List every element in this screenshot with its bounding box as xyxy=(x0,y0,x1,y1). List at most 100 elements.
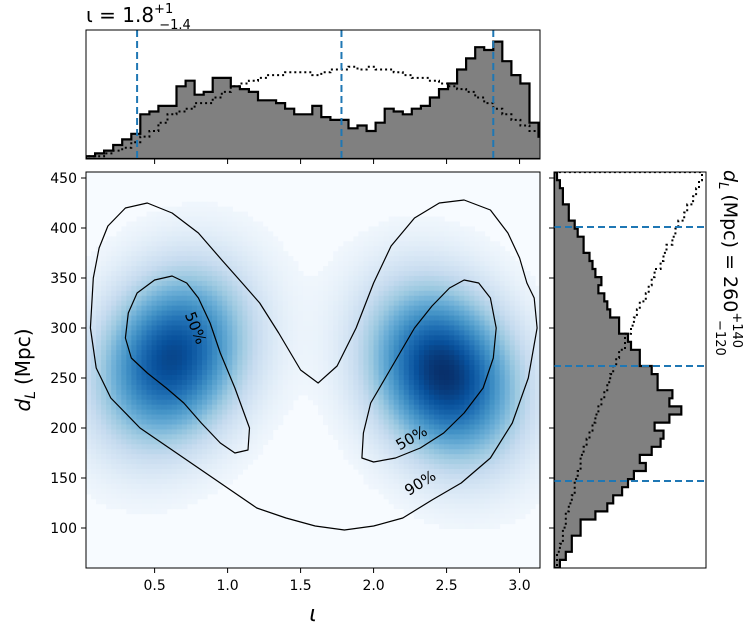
heatmap-cell xyxy=(484,315,491,322)
heatmap-cell xyxy=(202,360,208,366)
heatmap-cell xyxy=(418,251,425,257)
heatmap-cell xyxy=(403,325,410,331)
heatmap-cell xyxy=(484,424,491,430)
heatmap-cell xyxy=(232,221,238,228)
heatmap-cell xyxy=(323,419,329,426)
heatmap-cell xyxy=(141,355,148,361)
heatmap-cell xyxy=(388,404,395,411)
heatmap-cell xyxy=(393,488,400,495)
heatmap-cell xyxy=(529,330,536,336)
heatmap-cell xyxy=(439,330,445,336)
heatmap-cell xyxy=(202,251,208,257)
heatmap-cell xyxy=(247,414,254,421)
heatmap-cell xyxy=(176,488,183,495)
heatmap-cell xyxy=(242,300,249,307)
heatmap-cell xyxy=(333,335,339,341)
heatmap-cell xyxy=(529,290,536,297)
heatmap-cell xyxy=(484,473,491,480)
heatmap-cell xyxy=(136,454,143,460)
heatmap-cell xyxy=(151,404,158,411)
heatmap-cell xyxy=(408,246,415,252)
heatmap-cell xyxy=(196,370,203,376)
heatmap-cell xyxy=(196,241,203,247)
heatmap-cell xyxy=(368,449,375,455)
heatmap-cell xyxy=(111,310,117,317)
heatmap-cell xyxy=(141,439,148,445)
heatmap-cell xyxy=(161,374,168,381)
heatmap-cell xyxy=(237,300,243,307)
heatmap-cell xyxy=(287,280,294,287)
heatmap-cell xyxy=(524,320,531,327)
heatmap-cell xyxy=(398,469,405,475)
heatmap-cell xyxy=(378,246,385,252)
heatmap-cell xyxy=(96,429,102,435)
heatmap-cell xyxy=(126,285,132,292)
heatmap-cell xyxy=(121,389,127,396)
heatmap-cell xyxy=(196,394,203,401)
heatmap-cell xyxy=(418,305,425,312)
heatmap-cell xyxy=(121,483,127,490)
heatmap-cell xyxy=(141,444,148,450)
heatmap-cell xyxy=(348,414,354,421)
heatmap-cell xyxy=(484,503,491,510)
heatmap-cell xyxy=(267,256,274,262)
heatmap-cell xyxy=(479,439,486,445)
heatmap-cell xyxy=(292,360,299,366)
heatmap-cell xyxy=(418,290,425,297)
heatmap-cell xyxy=(146,419,153,426)
heatmap-cell xyxy=(212,290,218,297)
heatmap-cell xyxy=(111,503,117,510)
heatmap-cell xyxy=(161,498,168,505)
heatmap-cell xyxy=(217,370,223,376)
heatmap-cell xyxy=(484,399,491,406)
heatmap-cell xyxy=(373,365,380,371)
heatmap-cell xyxy=(111,295,117,302)
heatmap-cell xyxy=(222,310,228,317)
heatmap-cell xyxy=(398,483,405,490)
heatmap-cell xyxy=(116,419,122,426)
heatmap-cell xyxy=(161,271,168,277)
heatmap-cell xyxy=(489,300,496,307)
heatmap-cell xyxy=(191,374,198,381)
heatmap-cell xyxy=(171,345,178,351)
heatmap-cell xyxy=(514,360,521,366)
heatmap-cell xyxy=(161,241,168,247)
heatmap-cell xyxy=(237,221,243,228)
heatmap-cell xyxy=(358,231,365,237)
heatmap-cell xyxy=(403,493,410,500)
heatmap-cell xyxy=(459,459,465,465)
heatmap-cell xyxy=(524,454,531,460)
heatmap-cell xyxy=(499,394,506,401)
heatmap-cell xyxy=(323,365,329,371)
heatmap-cell xyxy=(186,305,193,312)
heatmap-cell xyxy=(141,503,148,510)
heatmap-cell xyxy=(106,335,112,341)
heatmap-cell xyxy=(454,285,460,292)
heatmap-cell xyxy=(408,295,415,302)
heatmap-cell xyxy=(393,271,400,277)
heatmap-cell xyxy=(418,473,425,480)
heatmap-cell xyxy=(373,424,380,430)
heatmap-cell xyxy=(378,221,385,228)
heatmap-cell xyxy=(176,335,183,341)
heatmap-cell xyxy=(252,330,259,336)
heatmap-cell xyxy=(519,444,526,450)
heatmap-cell xyxy=(292,355,299,361)
heatmap-cell xyxy=(186,211,193,218)
heatmap-cell xyxy=(116,370,122,376)
heatmap-cell xyxy=(353,439,359,445)
heatmap-cell xyxy=(257,251,264,257)
heatmap-cell xyxy=(449,325,455,331)
heatmap-cell xyxy=(252,384,259,391)
heatmap-cell xyxy=(403,498,410,505)
heatmap-cell xyxy=(429,429,435,435)
heatmap-cell xyxy=(479,251,486,257)
heatmap-cell xyxy=(277,295,284,302)
heatmap-cell xyxy=(388,419,395,426)
heatmap-cell xyxy=(126,310,132,317)
heatmap-cell xyxy=(106,266,112,272)
heatmap-cell xyxy=(222,444,228,450)
heatmap-cell xyxy=(343,365,349,371)
heatmap-cell xyxy=(484,523,491,529)
heatmap-cell xyxy=(484,429,491,435)
